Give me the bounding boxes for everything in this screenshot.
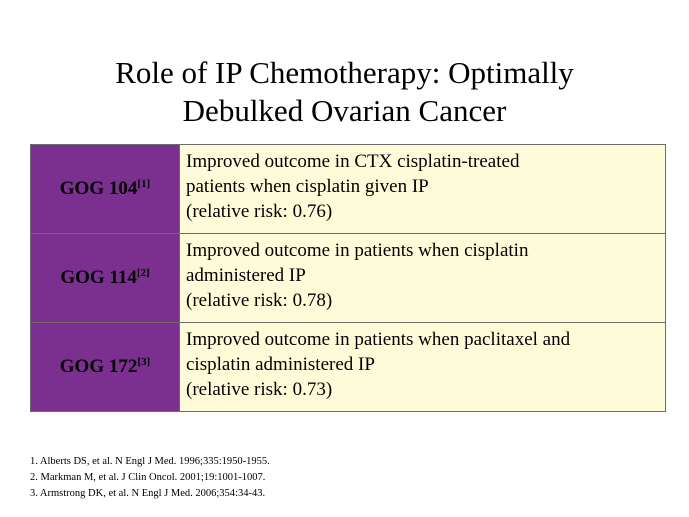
trial-description-cell: Improved outcome in CTX cisplatin-treate… [179, 144, 666, 234]
table-row: GOG 104[1] Improved outcome in CTX cispl… [30, 144, 666, 234]
trial-name-cell: GOG 172[3] [30, 322, 180, 412]
trial-description-line: patients when cisplatin given IP [186, 176, 429, 197]
table-row: GOG 172[3] Improved outcome in patients … [30, 322, 666, 412]
slide-title: Role of IP Chemotherapy: Optimally Debul… [0, 54, 689, 130]
trial-name: GOG 172 [59, 356, 138, 377]
trial-name: GOG 104 [59, 178, 138, 199]
trial-relative-risk: (relative risk: 0.78) [186, 290, 333, 311]
reference-item: 3. Armstrong DK, et al. N Engl J Med. 20… [30, 488, 266, 499]
trial-description-line: Improved outcome in CTX cisplatin-treate… [186, 151, 520, 172]
trial-reference: [3] [137, 356, 151, 368]
trial-reference: [2] [136, 267, 150, 279]
slide-title-line-1: Role of IP Chemotherapy: Optimally [115, 55, 574, 90]
trial-description-cell: Improved outcome in patients when paclit… [179, 322, 666, 412]
trial-name-cell: GOG 104[1] [30, 144, 180, 234]
trial-name: GOG 114 [60, 267, 137, 288]
trial-relative-risk: (relative risk: 0.73) [186, 379, 333, 400]
trial-description-line: Improved outcome in patients when cispla… [186, 240, 529, 261]
slide-title-line-2: Debulked Ovarian Cancer [182, 93, 507, 128]
reference-item: 1. Alberts DS, et al. N Engl J Med. 1996… [30, 456, 270, 467]
trial-reference: [1] [137, 178, 151, 190]
trial-table: GOG 104[1] Improved outcome in CTX cispl… [30, 144, 666, 412]
trial-description-cell: Improved outcome in patients when cispla… [179, 233, 666, 323]
table-row: GOG 114[2] Improved outcome in patients … [30, 233, 666, 323]
trial-description-line: cisplatin administered IP [186, 354, 375, 375]
references: 1. Alberts DS, et al. N Engl J Med. 1996… [30, 454, 270, 502]
trial-description-line: administered IP [186, 265, 306, 286]
trial-description-line: Improved outcome in patients when paclit… [186, 329, 571, 350]
reference-item: 2. Markman M, et al. J Clin Oncol. 2001;… [30, 472, 266, 483]
trial-relative-risk: (relative risk: 0.76) [186, 201, 333, 222]
trial-name-cell: GOG 114[2] [30, 233, 180, 323]
